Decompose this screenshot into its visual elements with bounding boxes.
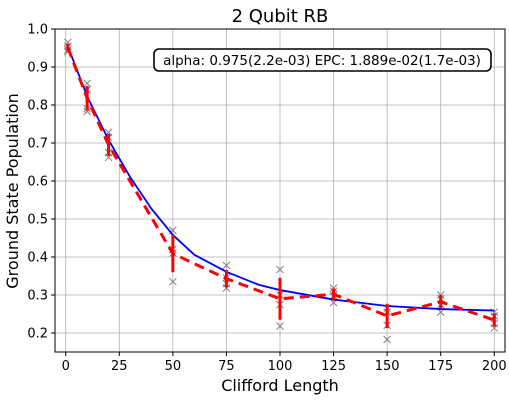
axis-ticks: 0 25 50 75 100 125 150 175 200 0.2 0.3 0.4 0.5 0.6 0.7… — [27, 23, 506, 375]
x-tick-label: 150 — [375, 359, 400, 374]
x-tick-label: 50 — [165, 359, 182, 374]
scatter-point-stroke — [276, 265, 284, 274]
x-axis-label: Clifford Length — [221, 376, 339, 395]
scatter-point — [383, 335, 391, 344]
scatter-point — [83, 79, 91, 88]
scatter-point — [222, 284, 231, 293]
annotation-text: alpha: 0.975(2.2e-03) EPC: 1.889e-02(1.7… — [163, 53, 481, 69]
scatter-point-stroke — [64, 38, 72, 47]
scatter-point-stroke — [276, 322, 284, 331]
chart-title: 2 Qubit RB — [232, 6, 329, 27]
y-tick-label: 0.7 — [27, 137, 48, 152]
scatter-point-stroke — [83, 107, 91, 116]
scatter-point — [329, 284, 338, 293]
fit-annotation: alpha: 0.975(2.2e-03) EPC: 1.889e-02(1.7… — [153, 48, 492, 72]
scatter-point — [490, 324, 499, 332]
scatter-point-stroke — [222, 261, 231, 270]
scatter-point-stroke — [383, 335, 391, 344]
data-layer — [64, 38, 499, 344]
x-tick-label: 100 — [268, 359, 293, 374]
y-tick-label: 0.3 — [27, 289, 48, 304]
y-tick-label: 0.6 — [27, 175, 48, 190]
y-tick-label: 0.8 — [27, 99, 48, 114]
annotation-box — [153, 48, 492, 72]
scatter-point — [104, 153, 113, 162]
x-tick-label: 175 — [428, 359, 453, 374]
y-tick-label: 0.5 — [27, 213, 48, 228]
scatter-point — [64, 38, 72, 47]
fit-curve — [67, 46, 495, 312]
scatter-point — [83, 107, 91, 116]
scatter-point-stroke — [169, 277, 177, 286]
scatter-point — [276, 322, 284, 331]
y-tick-label: 0.2 — [27, 327, 48, 342]
x-tick-label: 25 — [111, 359, 128, 374]
scatter-point-stroke — [222, 284, 231, 293]
scatter-point-stroke — [490, 324, 499, 332]
scatter-point-stroke — [104, 153, 113, 162]
scatter-point — [169, 277, 177, 286]
x-tick-label: 200 — [482, 359, 507, 374]
y-tick-label: 0.4 — [27, 251, 48, 266]
y-tick-label: 0.9 — [27, 61, 48, 76]
scatter-point — [222, 261, 231, 270]
scatter-point — [276, 265, 284, 274]
mean-curve — [66, 47, 495, 322]
scatter-point-stroke — [83, 79, 91, 88]
scatter-point-stroke — [329, 284, 338, 293]
x-tick-label: 0 — [62, 359, 70, 374]
y-axis-label: Ground State Population — [3, 93, 22, 288]
scatter-point-stroke — [490, 308, 499, 316]
x-tick-label: 75 — [218, 359, 235, 374]
x-tick-label: 125 — [321, 359, 346, 374]
y-tick-label: 1.0 — [27, 23, 48, 38]
